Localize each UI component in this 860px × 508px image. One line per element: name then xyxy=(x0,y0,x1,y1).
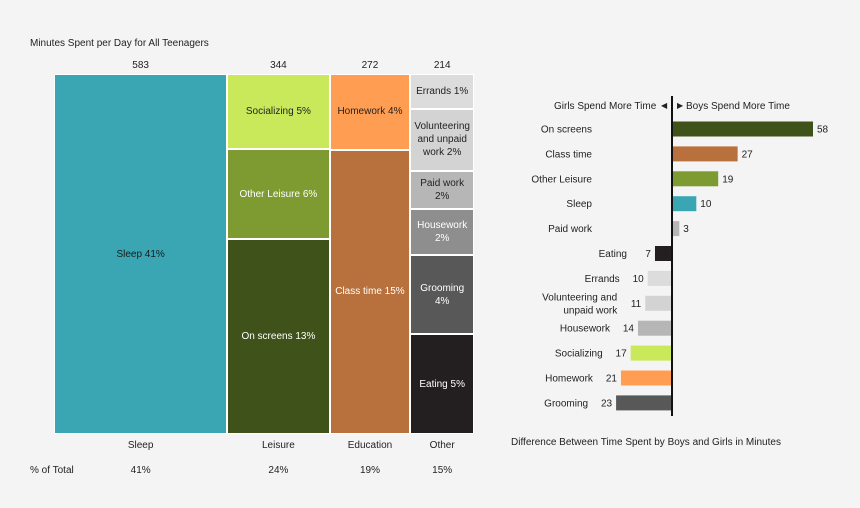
column-minutes-other: 214 xyxy=(433,60,451,71)
tile-class-time: Class time 15% xyxy=(329,149,411,434)
tile-label: Eating 5% xyxy=(419,378,465,390)
tile-errands: Errands 1% xyxy=(410,74,474,110)
tile-grooming: Grooming 4% xyxy=(410,255,474,335)
value-label-on-screens: 58 xyxy=(817,125,829,136)
left-arrow-icon: ◀ xyxy=(661,101,668,110)
bar-eating xyxy=(654,246,672,261)
tile-on-screens: On screens 13% xyxy=(227,239,330,434)
value-label-eating: 7 xyxy=(645,249,651,260)
bar-socializing xyxy=(630,345,672,361)
category-label-eating: Eating xyxy=(599,249,627,260)
right-arrow-icon: ▶ xyxy=(677,101,684,110)
tile-other-leisure: Other Leisure 6% xyxy=(227,149,330,239)
value-label-other-leisure: 19 xyxy=(722,174,734,185)
row-label-pct-total: % of Total xyxy=(30,465,74,476)
category-label-sleep: Sleep xyxy=(566,199,592,210)
tile-label: Sleep 41% xyxy=(116,248,165,260)
column-name-other: Other xyxy=(429,440,455,451)
bar-other-leisure xyxy=(672,171,719,187)
tile-label: On screens 13% xyxy=(241,331,316,342)
value-label-errands: 10 xyxy=(633,274,645,285)
bar-paid-work xyxy=(672,221,680,237)
value-label-sleep: 10 xyxy=(700,199,712,210)
category-label-other-leisure: Other Leisure xyxy=(531,174,592,185)
tile-label: Socializing 5% xyxy=(245,106,311,117)
category-label-on-screens: On screens xyxy=(541,125,592,136)
value-label-class-time: 27 xyxy=(742,149,754,160)
tile-socializing: Socializing 5% xyxy=(227,74,330,149)
tile-paid-work: Paid work 2% xyxy=(410,170,474,209)
bar-volunteering-and-unpaid-work xyxy=(645,295,672,311)
column-name-education: Education xyxy=(347,440,393,451)
mosaic-title: Minutes Spent per Day for All Teenagers xyxy=(30,38,209,49)
category-label-socializing: Socializing xyxy=(555,349,603,360)
column-pct-education: 19% xyxy=(359,465,380,476)
category-label-volunteering-and-unpaid-work: Volunteering and xyxy=(542,292,617,303)
column-minutes-education: 272 xyxy=(361,60,379,71)
tile-label: Grooming 4% xyxy=(420,282,465,307)
tile-label: Class time 15% xyxy=(335,286,405,298)
tile-label: Paid work 2% xyxy=(420,177,465,202)
tile-homework: Homework 4% xyxy=(329,74,411,150)
tile-label: Other Leisure 6% xyxy=(239,188,318,200)
tile-eating: Eating 5% xyxy=(410,334,474,434)
category-label-homework: Homework xyxy=(545,374,594,385)
tile-housework: Housework 2% xyxy=(410,208,474,256)
bar-grooming xyxy=(616,395,672,411)
tile-label: Homework 4% xyxy=(337,106,403,118)
column-minutes-sleep: 583 xyxy=(132,60,149,71)
girls-header: Girls Spend More Time xyxy=(554,101,657,112)
value-label-paid-work: 3 xyxy=(683,224,689,235)
category-label-housework: Housework xyxy=(560,324,611,335)
column-name-leisure: Leisure xyxy=(262,440,295,451)
bar-errands xyxy=(647,270,672,286)
value-label-socializing: 17 xyxy=(616,349,628,360)
column-pct-other: 15% xyxy=(432,465,453,476)
category-label-errands: Errands xyxy=(585,274,620,285)
column-pct-sleep: 41% xyxy=(130,465,151,476)
bar-housework xyxy=(637,320,672,336)
value-label-volunteering-and-unpaid-work: 11 xyxy=(631,299,642,310)
bar-class-time xyxy=(672,146,738,162)
tile-sleep: Sleep 41% xyxy=(54,74,228,434)
column-pct-leisure: 24% xyxy=(268,465,289,476)
column-name-sleep: Sleep xyxy=(127,440,154,451)
tile-label: Volunteering and unpaid work 2% xyxy=(414,121,470,159)
category-label-volunteering-and-unpaid-work-line2: unpaid work xyxy=(563,305,618,316)
boys-header: Boys Spend More Time xyxy=(686,101,790,112)
value-label-housework: 14 xyxy=(623,324,635,335)
tile-label: Housework 2% xyxy=(417,220,468,245)
bar-on-screens xyxy=(672,121,813,137)
tile-label: Errands 1% xyxy=(416,86,469,98)
value-label-homework: 21 xyxy=(606,374,618,385)
difference-axis-label: Difference Between Time Spent by Boys an… xyxy=(511,437,781,448)
tile-volunteering-and-unpaid-work: Volunteering and unpaid work 2% xyxy=(410,109,474,171)
value-label-grooming: 23 xyxy=(601,398,613,409)
column-minutes-leisure: 344 xyxy=(270,60,287,71)
category-label-grooming: Grooming xyxy=(544,398,588,409)
bar-homework xyxy=(620,370,672,386)
category-label-class-time: Class time xyxy=(545,149,592,160)
category-label-paid-work: Paid work xyxy=(548,224,593,235)
bar-sleep xyxy=(672,196,697,212)
